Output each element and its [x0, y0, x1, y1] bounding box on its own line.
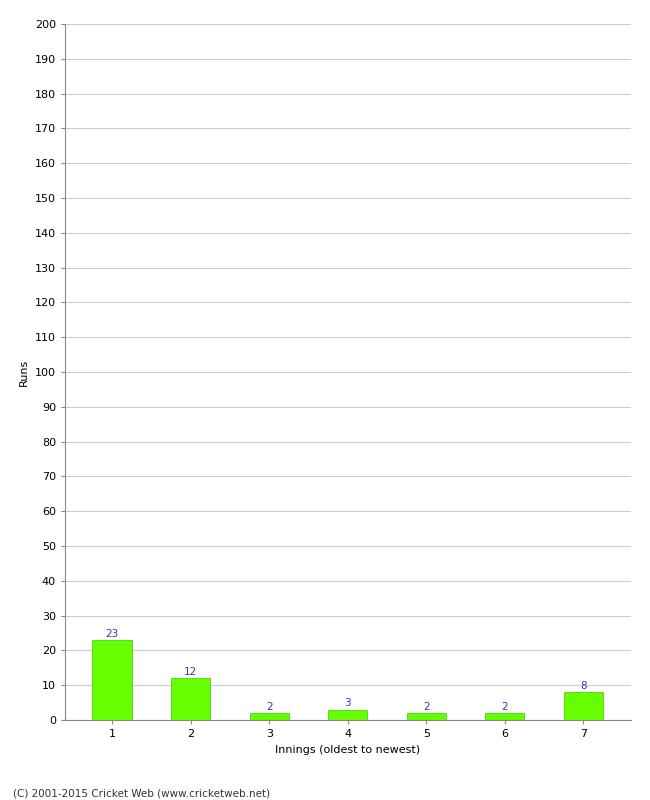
Text: (C) 2001-2015 Cricket Web (www.cricketweb.net): (C) 2001-2015 Cricket Web (www.cricketwe…: [13, 788, 270, 798]
Text: 23: 23: [105, 629, 119, 638]
Text: 12: 12: [184, 667, 198, 677]
Text: 3: 3: [344, 698, 351, 708]
Y-axis label: Runs: Runs: [20, 358, 29, 386]
Bar: [171, 678, 211, 720]
Text: 2: 2: [423, 702, 430, 712]
Bar: [328, 710, 367, 720]
Text: 2: 2: [266, 702, 272, 712]
Text: 8: 8: [580, 681, 587, 690]
Bar: [250, 713, 289, 720]
Bar: [564, 692, 603, 720]
Bar: [485, 713, 525, 720]
Text: 2: 2: [502, 702, 508, 712]
Bar: [407, 713, 446, 720]
X-axis label: Innings (oldest to newest): Innings (oldest to newest): [275, 745, 421, 754]
Bar: [92, 640, 132, 720]
